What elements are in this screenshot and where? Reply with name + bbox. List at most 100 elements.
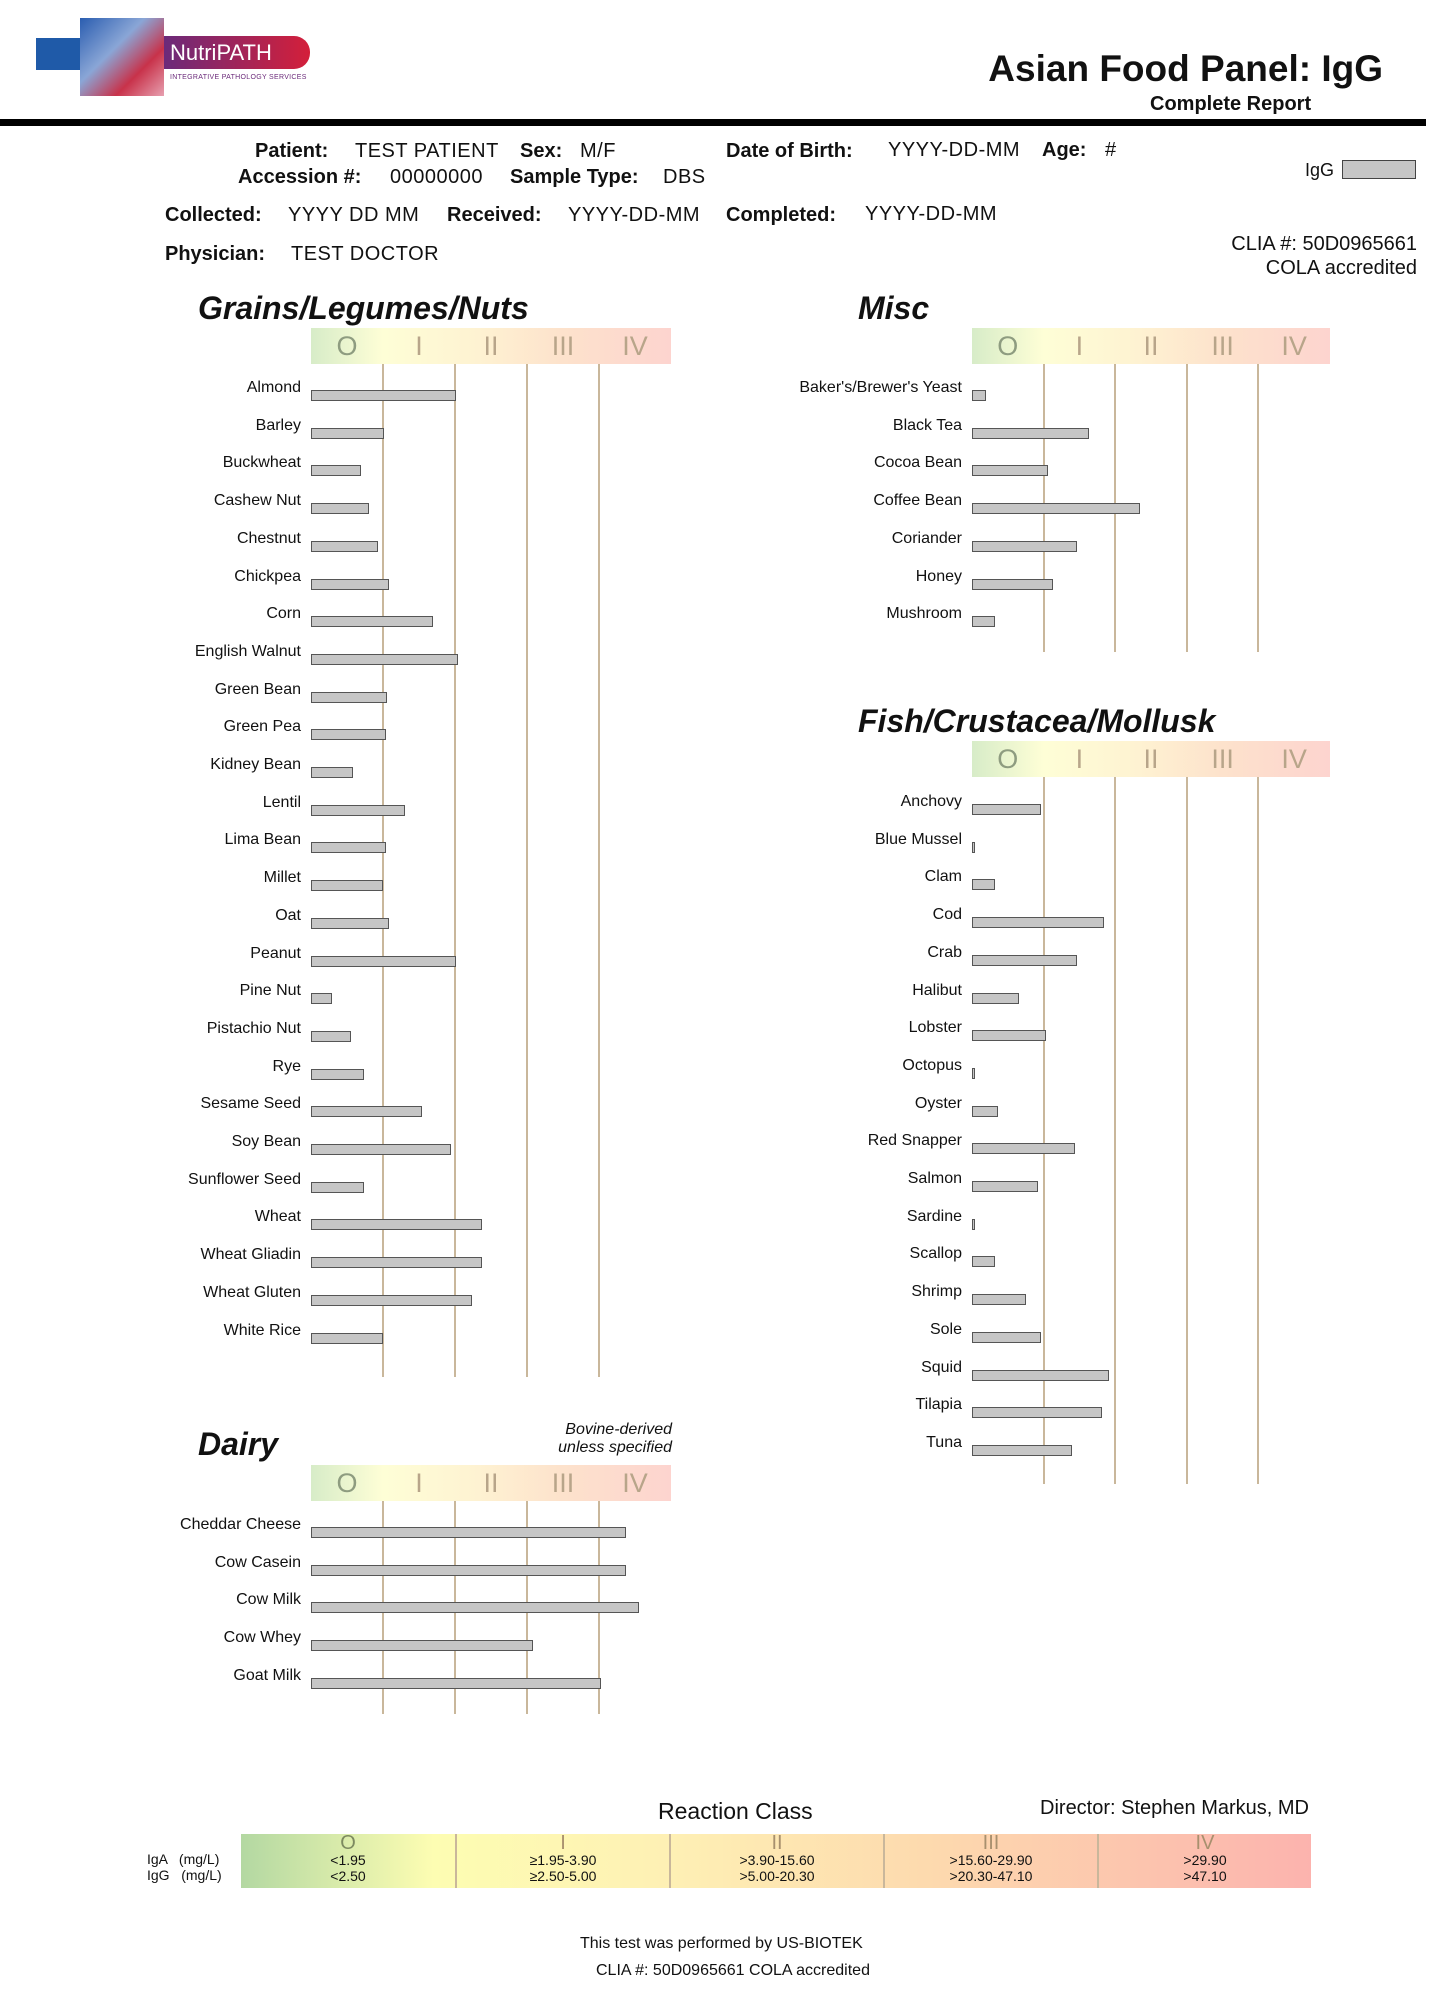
dairy-title: Dairy (198, 1426, 279, 1462)
grains-legumes-nuts-label: Soy Bean (231, 1133, 301, 1150)
grains-legumes-nuts-bar (311, 616, 434, 628)
misc-bar (972, 390, 987, 401)
age-label: Age: (1042, 139, 1087, 161)
grains-legumes-nuts-bar (311, 540, 378, 552)
fish-crustacea-mollusk-bar (972, 841, 975, 853)
grains-legumes-nuts-label: Sesame Seed (200, 1095, 301, 1113)
class-label-III: III (551, 1468, 575, 1498)
fish-crustacea-mollusk-bar (972, 879, 995, 891)
misc-label: Coriander (891, 529, 962, 547)
class-label-I: I (415, 331, 423, 361)
grains-legumes-nuts-bar (311, 917, 389, 929)
grains-legumes-nuts-label: Wheat Gliadin (200, 1246, 302, 1264)
misc-label: Baker's/Brewer's Yeast (799, 379, 962, 396)
dairy-note-line1: Bovine-derived (565, 1421, 672, 1438)
fish-crustacea-mollusk-bar (972, 1105, 998, 1117)
grains-legumes-nuts-bar (311, 427, 385, 439)
misc-bar (972, 578, 1053, 590)
class-header (311, 328, 671, 364)
fish-crustacea-mollusk-bar (972, 1181, 1038, 1192)
collected-value: YYYY DD MM (288, 204, 420, 226)
class-label-IV: IV (1281, 744, 1307, 774)
fish-crustacea-mollusk-label: Red Snapper (867, 1132, 962, 1150)
fish-crustacea-mollusk-bar (972, 954, 1077, 966)
grains-legumes-nuts-bar (311, 1332, 383, 1344)
misc-bar (972, 540, 1078, 552)
report-subtitle: Complete Report (1150, 93, 1312, 115)
physician-label: Physician: (165, 243, 266, 265)
class-gridline (598, 364, 600, 1377)
grains-legumes-nuts-bar (311, 1294, 473, 1306)
grains-chart: O I II III IV Almond Barley Buckwheat Cashew Nut… (188, 328, 671, 1377)
logo: NutriPATH Integrative Pathology Services (36, 18, 316, 98)
footer-clia: CLIA #: 50D0965661 COLA accredited (596, 1962, 870, 1979)
grains-legumes-nuts-bar (311, 1068, 364, 1080)
grains-legumes-nuts-label: Green Pea (223, 718, 301, 736)
class-header (972, 328, 1330, 364)
class-gridline (1185, 777, 1188, 1484)
grains-legumes-nuts-label: English Walnut (194, 642, 301, 660)
grains-legumes-nuts-label: Chickpea (234, 567, 301, 585)
class-label-II: II (1143, 744, 1159, 774)
fish-crustacea-mollusk-label: Anchovy (900, 793, 962, 810)
reaction-igg: >5.00-20.30 (739, 1868, 815, 1884)
misc-bar (972, 427, 1090, 439)
fish-crustacea-mollusk-label: Shrimp (911, 1283, 962, 1301)
reaction-iga: <1.95 (330, 1852, 366, 1868)
grains-legumes-nuts-label: Oat (275, 906, 301, 924)
class-gridline (454, 364, 456, 1377)
fish-crustacea-mollusk-label: Blue Mussel (874, 830, 962, 848)
reaction-iga: >15.60-29.90 (949, 1852, 1033, 1868)
dairy-label: Cow Milk (236, 1591, 301, 1609)
misc-bar (972, 465, 1048, 477)
misc-label: Coffee Bean (873, 492, 962, 510)
class-header (311, 1465, 671, 1501)
fish-crustacea-mollusk-label: Octopus (902, 1056, 962, 1074)
dob-value: YYYY-DD-MM (888, 139, 1021, 161)
grains-legumes-nuts-label: Pine Nut (239, 982, 301, 1000)
grains-legumes-nuts-bar (311, 804, 406, 816)
fish-crustacea-mollusk-label: Tuna (926, 1433, 962, 1451)
reaction-row-label-igg: IgG (mg/L) (147, 1867, 222, 1883)
class-label-O: O (336, 331, 358, 361)
grains-legumes-nuts-bar (311, 1181, 364, 1193)
grains-legumes-nuts-label: Pistachio Nut (206, 1019, 301, 1037)
dairy-bar (311, 1640, 533, 1652)
reaction-iga: >29.90 (1183, 1852, 1227, 1868)
grains-legumes-nuts-label: Lentil (262, 793, 301, 811)
grains-legumes-nuts-bar (311, 1219, 482, 1231)
completed-label: Completed: (726, 204, 836, 226)
fish-crustacea-mollusk-label: Sole (929, 1320, 962, 1338)
class-label-I: I (1075, 744, 1084, 774)
fish-crustacea-mollusk-label: Tilapia (915, 1396, 962, 1414)
completed-value: YYYY-DD-MM (865, 203, 998, 225)
class-gridline (1257, 777, 1260, 1484)
reaction-cls: I (560, 1834, 566, 1854)
fish-crustacea-mollusk-label: Scallop (909, 1245, 962, 1263)
class-label-O: O (997, 744, 1019, 774)
grains-legumes-nuts-label: Wheat (254, 1208, 301, 1226)
misc-label: Mushroom (886, 605, 962, 623)
class-label-III: III (1211, 744, 1234, 774)
sex-value: M/F (580, 140, 616, 162)
grains-legumes-nuts-label: Millet (263, 869, 301, 887)
misc-chart: O I II III IV Baker's/Brewer's Yeast Black Tea… (799, 328, 1330, 652)
fish-crustacea-mollusk-bar (972, 1294, 1027, 1306)
received-value: YYYY-DD-MM (568, 204, 701, 226)
grains-legumes-nuts-label: Chestnut (236, 529, 301, 547)
reaction-class-table: O <1.95 <2.50 I ≥1.95-3.90 ≥2.50-5.00 II >3.90-… (241, 1834, 1311, 1888)
grains-legumes-nuts-bar (311, 1144, 451, 1155)
dairy-bar (311, 1527, 626, 1538)
reaction-iga: >3.90-15.60 (739, 1852, 815, 1868)
grains-legumes-nuts-label: White Rice (223, 1321, 301, 1339)
class-gridline (1114, 777, 1117, 1484)
sample-type-value: DBS (663, 166, 706, 188)
fish-crustacea-mollusk-bar (972, 1143, 1076, 1155)
grains-legumes-nuts-label: Barley (255, 416, 301, 434)
reaction-igg: >47.10 (1183, 1868, 1227, 1884)
sex-label: Sex: (520, 140, 563, 162)
reaction-cls: III (982, 1834, 1000, 1854)
dairy-bar (311, 1677, 602, 1689)
grains-legumes-nuts-bar (311, 503, 370, 515)
misc-label: Cocoa Bean (873, 454, 962, 472)
